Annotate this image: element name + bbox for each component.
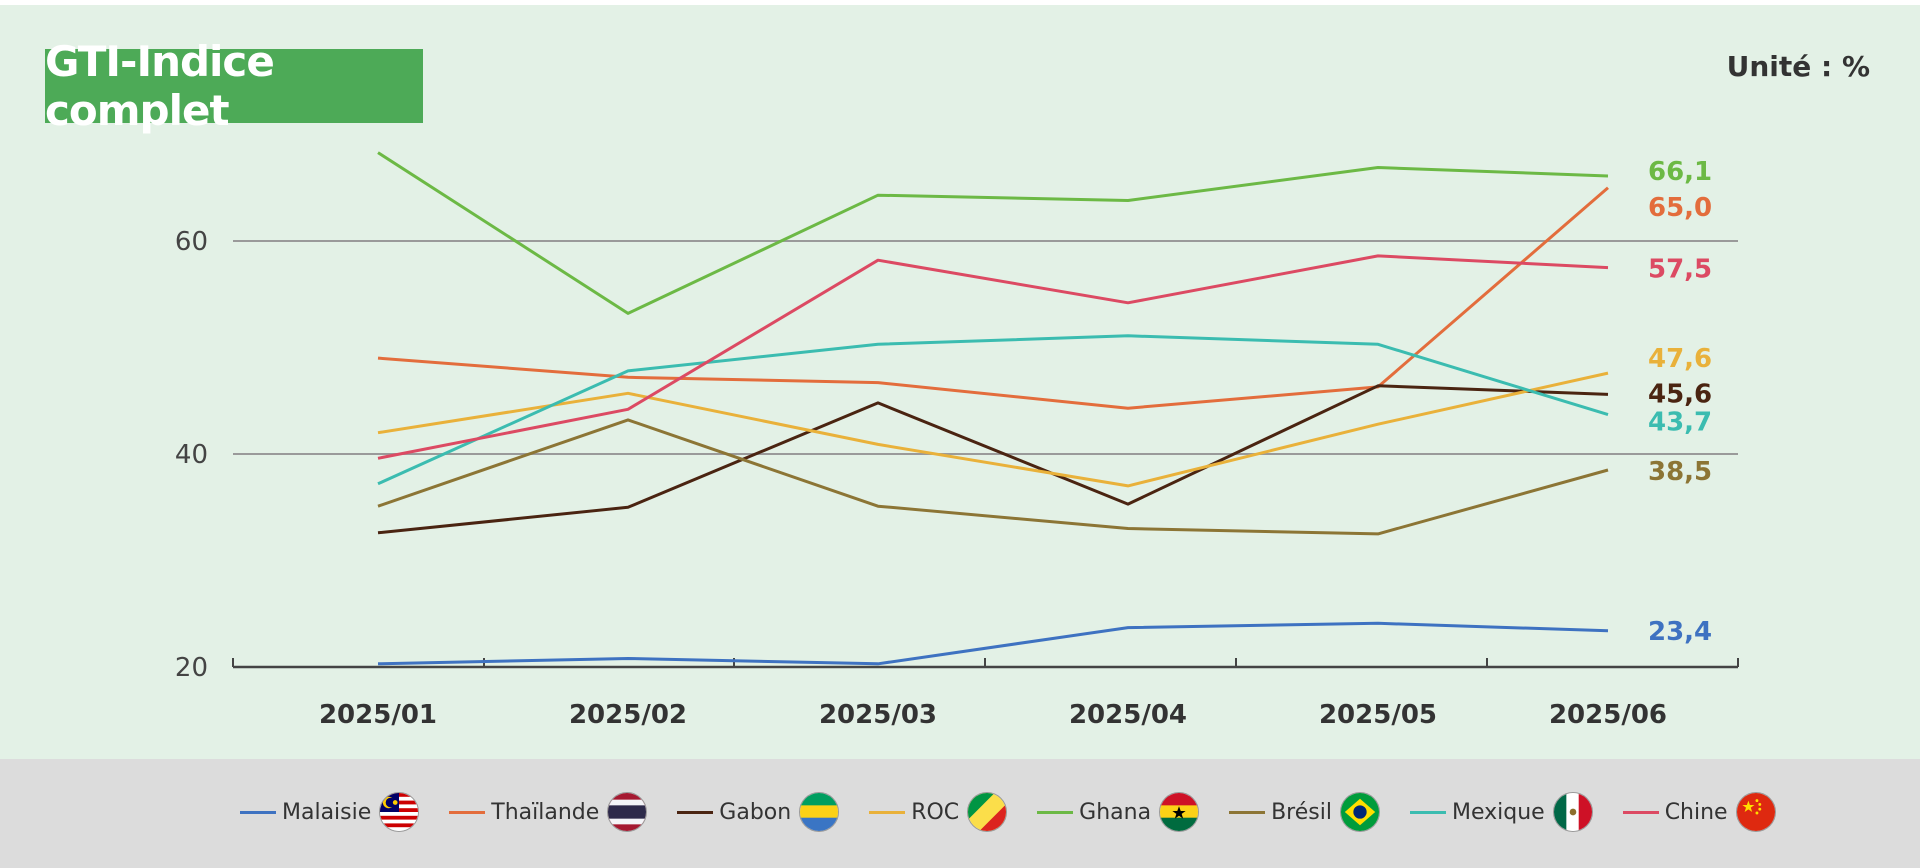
legend-item-roc: ROC (869, 792, 1008, 832)
series-line-brésil (377, 418, 1609, 536)
x-tick-label: 2025/06 (1549, 700, 1667, 730)
end-label: 23,4 (1648, 617, 1712, 647)
legend-label: ROC (911, 799, 960, 825)
legend-background (0, 759, 1920, 868)
legend-label: Chine (1664, 799, 1728, 825)
legend-item-mexique: Mexique (1409, 792, 1593, 832)
end-label: 66,1 (1648, 157, 1712, 187)
y-tick-label: 20 (175, 653, 208, 683)
legend-label: Ghana (1079, 799, 1152, 825)
x-tick-label: 2025/03 (819, 700, 937, 730)
series-line-roc (377, 371, 1609, 488)
series-line-ghana (377, 151, 1609, 315)
legend-item-malaisie: Malaisie (240, 792, 420, 832)
mexico-flag-icon (1552, 792, 1593, 832)
legend-item-brésil: Brésil (1229, 792, 1380, 832)
axes: 20 40 60 2025/01 2025/02 2025/03 2025/04 2025/0… (175, 227, 1739, 730)
end-label: 65,0 (1648, 193, 1712, 223)
series-line-mexique (377, 334, 1609, 486)
brazil-flag-icon (1339, 792, 1380, 832)
end-label: 57,5 (1648, 255, 1712, 285)
end-label: 45,6 (1648, 379, 1712, 409)
legend-swatch (869, 810, 906, 814)
legend-swatch (1229, 810, 1266, 814)
congo-flag-icon (967, 792, 1008, 832)
legend-label: Brésil (1271, 799, 1332, 825)
series-lines (377, 151, 1609, 666)
series-line-thaïlande (377, 186, 1609, 410)
y-tick-label: 60 (175, 227, 208, 257)
end-labels: 23,4 65,0 45,6 47,6 66,1 38,5 43,7 57,5 (1648, 157, 1712, 647)
legend-item-chine: Chine (1622, 792, 1776, 832)
legend-label: Gabon (719, 799, 792, 825)
ghana-flag-icon (1159, 792, 1200, 832)
gabon-flag-icon (799, 792, 840, 832)
legend-swatch (1409, 810, 1446, 814)
x-tick-label: 2025/01 (319, 700, 437, 730)
end-label: 38,5 (1648, 457, 1712, 487)
end-label: 47,6 (1648, 344, 1712, 374)
x-tick-label: 2025/05 (1319, 700, 1437, 730)
series-line-malaisie (377, 621, 1609, 666)
legend-swatch (1037, 810, 1074, 814)
thailand-flag-icon (607, 792, 648, 832)
unit-label: Unité : % (1726, 50, 1870, 83)
legend-swatch (240, 810, 276, 814)
grid-lines (233, 240, 1738, 455)
legend-label: Mexique (1451, 799, 1545, 825)
china-flag-icon (1735, 792, 1776, 832)
series-line-gabon (377, 384, 1609, 535)
x-tick-label: 2025/04 (1069, 700, 1187, 730)
x-tick-label: 2025/02 (569, 700, 687, 730)
legend-swatch (449, 810, 486, 814)
legend-item-gabon: Gabon (677, 792, 840, 832)
series-line-chine (377, 254, 1609, 460)
legend-label: Malaisie (282, 799, 372, 825)
legend: Malaisie Thaïlande Gabon ROC Ghana Brésil Mexi… (240, 790, 1806, 834)
legend-item-ghana: Ghana (1037, 792, 1200, 832)
legend-label: Thaïlande (491, 799, 600, 825)
malaysia-flag-icon (379, 792, 420, 832)
plot-background (0, 5, 1920, 759)
y-tick-label: 40 (175, 440, 208, 470)
legend-swatch (1622, 810, 1659, 814)
legend-swatch (677, 810, 714, 814)
end-label: 43,7 (1648, 408, 1712, 438)
legend-item-thaïlande: Thaïlande (449, 792, 648, 832)
